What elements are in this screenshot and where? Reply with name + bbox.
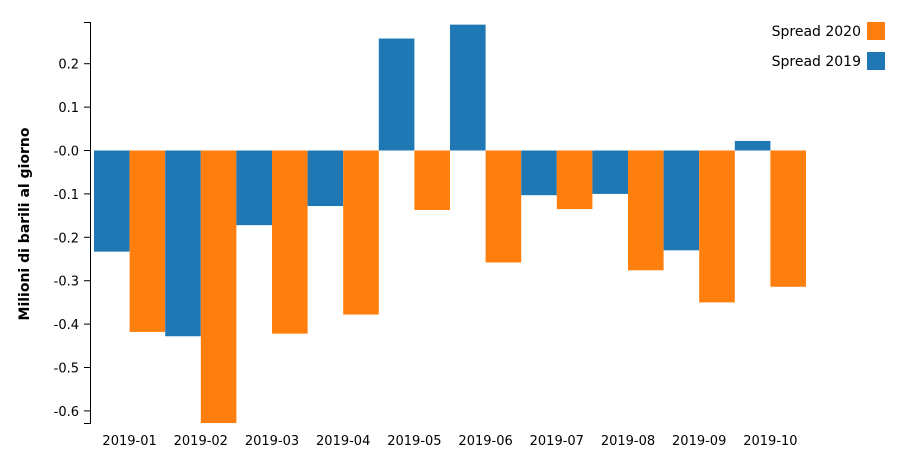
bar-spread-2020-2019-06: [485, 150, 522, 263]
bar-spread-2019-2019-07: [521, 150, 557, 196]
x-tick-label: 2019-01: [102, 434, 156, 449]
y-tick-label: -0.5: [54, 362, 79, 377]
legend: Spread 2020 Spread 2019: [772, 22, 885, 70]
y-axis-title: Milioni di barili al giorno: [17, 127, 33, 320]
x-tick-label: 2019-05: [387, 434, 441, 449]
bar-spread-2019-2019-05: [378, 38, 415, 151]
y-tick-label: -0.4: [54, 318, 79, 333]
y-tick-label: -0.1: [54, 188, 79, 203]
x-tick-label: 2019-06: [458, 434, 512, 449]
bar-spread-2019-2019-02: [165, 150, 201, 337]
bar-spread-2020-2019-05: [414, 150, 450, 210]
x-tick-label: 2019-03: [245, 434, 299, 449]
bar-spread-2019-2019-09: [663, 150, 700, 251]
legend-swatch: [867, 52, 885, 70]
bar-spread-2020-2019-04: [343, 150, 379, 315]
x-tick-label: 2019-09: [672, 434, 726, 449]
bar-spread-2019-2019-03: [236, 150, 272, 226]
y-tick-label: 0.1: [58, 101, 79, 116]
bar-spread-2020-2019-03: [272, 150, 308, 334]
y-tick-label: -0.3: [54, 275, 79, 290]
bar-spread-2019-2019-10: [734, 140, 771, 151]
bar-spread-2020-2019-02: [200, 150, 237, 424]
bar-spread-2019-2019-06: [450, 24, 486, 151]
legend-swatch: [867, 22, 885, 40]
bar-spread-2020-2019-08: [628, 150, 664, 271]
y-tick-label: -0.2: [54, 231, 79, 246]
bar-spread-2020-2019-07: [556, 150, 593, 210]
bar-spread-2019-2019-04: [307, 150, 344, 207]
x-tick-label: 2019-10: [743, 434, 797, 449]
y-axis: 0.2 0.1 -0.0 -0.1 -0.2 -0.3 -0.4 -0.5 -0.6: [54, 22, 91, 424]
y-tick-label: -0.6: [54, 405, 79, 420]
bar-spread-2020-2019-01: [129, 150, 166, 332]
legend-label: Spread 2019: [772, 54, 861, 70]
bar-spread-2019-2019-01: [94, 150, 130, 252]
x-axis: 2019-01 2019-02 2019-03 2019-04 2019-05 2019-…: [102, 434, 797, 449]
bars-group: [94, 24, 806, 424]
x-tick-label: 2019-02: [174, 434, 228, 449]
x-tick-label: 2019-07: [530, 434, 584, 449]
bar-spread-2019-2019-08: [592, 150, 628, 194]
y-tick-label: 0.2: [58, 58, 79, 73]
bar-spread-2020-2019-10: [770, 150, 806, 287]
x-tick-label: 2019-04: [316, 434, 370, 449]
legend-label: Spread 2020: [772, 24, 861, 40]
bar-spread-2020-2019-09: [699, 150, 735, 303]
x-tick-label: 2019-08: [601, 434, 655, 449]
y-tick-label: -0.0: [54, 145, 79, 160]
